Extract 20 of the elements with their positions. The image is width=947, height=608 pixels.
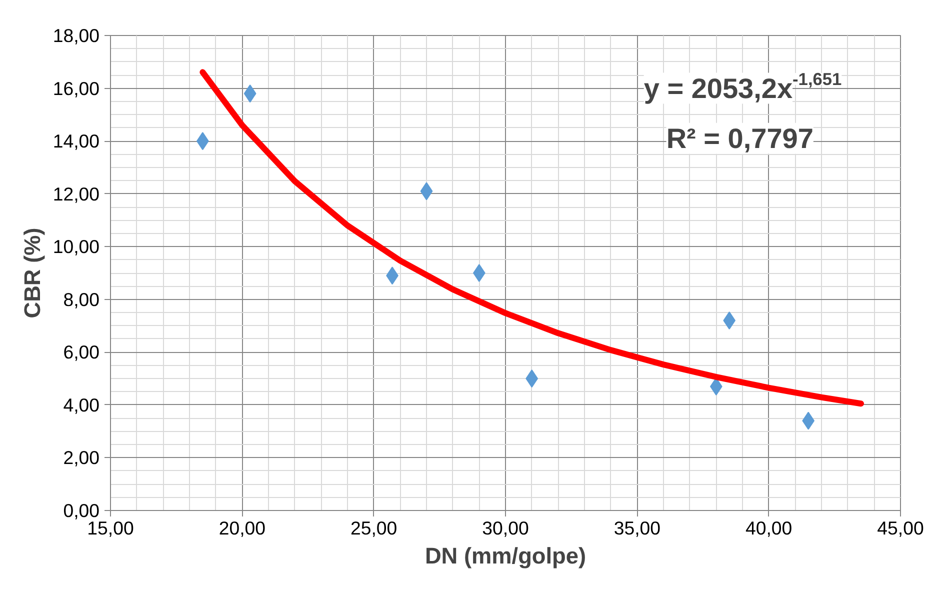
y-tick-label: 6,00 [63, 342, 100, 363]
y-tick-label: 4,00 [63, 394, 100, 416]
y-tick-label: 10,00 [52, 236, 100, 258]
x-tick-label: 40,00 [745, 518, 792, 538]
x-tick-label: 25,00 [350, 518, 398, 538]
annotation: R² = 0,7797 [666, 122, 814, 154]
x-tick-label: 20,00 [218, 518, 266, 538]
y-tick-label: 14,00 [52, 130, 100, 152]
x-axis-title: DN (mm/golpe) [424, 542, 586, 568]
x-tick-label: 35,00 [614, 518, 661, 538]
y-axis-title: CBR (%) [18, 228, 45, 318]
y-tick-label: 8,00 [63, 288, 100, 310]
y-tick-label: 2,00 [63, 447, 100, 468]
point [420, 182, 433, 200]
x-tick-label: 30,00 [482, 518, 529, 538]
y-tick-label: 18,00 [52, 25, 100, 46]
y-tick-label: 12,00 [52, 183, 100, 204]
point [244, 84, 256, 103]
y-tick-label: 16,00 [52, 78, 100, 99]
x-tick-label: 45,00 [877, 518, 924, 538]
